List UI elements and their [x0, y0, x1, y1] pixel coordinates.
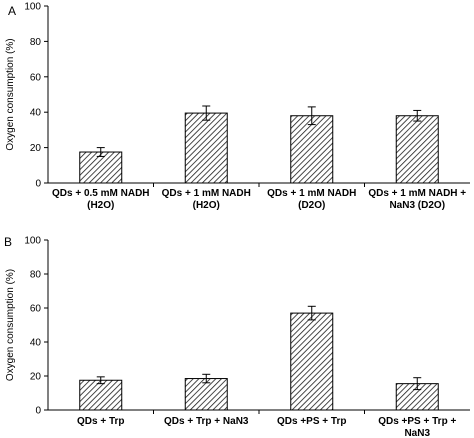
- bar: [395, 115, 439, 184]
- y-tick-label: 80: [30, 270, 42, 281]
- y-tick-label: 100: [24, 236, 41, 247]
- y-tick-label: 100: [24, 2, 41, 13]
- category-label: QDs + 0.5 mM NADH (H2O): [52, 188, 150, 211]
- category-label: QDs + 1 mM NADH (H2O): [162, 188, 251, 211]
- category-label: QDs + 1 mM NADH (D2O): [267, 188, 356, 211]
- y-tick-label: 20: [30, 372, 42, 383]
- category-label-line: NaN3 (D2O): [389, 200, 445, 211]
- category-label-line: QDs + Trp: [77, 416, 125, 427]
- y-tick-label: 60: [30, 304, 42, 315]
- y-tick-label: 80: [30, 37, 42, 48]
- y-tick-label: 0: [35, 406, 41, 417]
- bar: [290, 312, 334, 411]
- panel-letter: A: [8, 4, 16, 18]
- y-axis-label: Oxygen consumption (%): [5, 269, 16, 381]
- bar: [79, 151, 123, 184]
- y-tick-label: 60: [30, 72, 42, 83]
- y-tick-label: 0: [35, 179, 41, 190]
- category-label-line: QDs + 1 mM NADH +: [368, 188, 466, 199]
- category-label-line: QDs + 1 mM NADH: [162, 188, 251, 199]
- y-axis-label: Oxygen consumption (%): [5, 38, 16, 150]
- bar: [79, 379, 123, 411]
- panel-a: A 0 20 40 60 80 100 Oxygen consumption (%) QDs +…: [5, 2, 470, 211]
- category-label: QDs +PS + Trp + NaN3: [378, 416, 456, 438]
- bar: [290, 115, 334, 184]
- category-label: QDs + Trp + NaN3: [164, 416, 249, 427]
- category-label-line: QDs + 1 mM NADH: [267, 188, 356, 199]
- category-label-line: (H2O): [193, 200, 220, 211]
- category-label-line: QDs + Trp + NaN3: [164, 416, 249, 427]
- category-label: QDs +PS + Trp: [277, 416, 346, 427]
- bar: [184, 112, 228, 184]
- y-tick-label: 40: [30, 338, 42, 349]
- y-tick-label: 20: [30, 143, 42, 154]
- category-label: QDs + Trp: [77, 416, 125, 427]
- panel-letter: B: [4, 235, 12, 249]
- category-label-line: (H2O): [87, 200, 114, 211]
- panel-b: B 0 20 40 60 80 100 Oxygen consumption (%) QDs +…: [4, 235, 470, 438]
- category-label-line: QDs +PS + Trp: [277, 416, 346, 427]
- category-label-line: NaN3: [404, 428, 430, 438]
- category-label: QDs + 1 mM NADH + NaN3 (D2O): [368, 188, 466, 211]
- category-label-line: (D2O): [298, 200, 325, 211]
- y-tick-label: 40: [30, 108, 42, 119]
- category-label-line: QDs + 0.5 mM NADH: [52, 188, 150, 199]
- category-label-line: QDs +PS + Trp +: [378, 416, 456, 427]
